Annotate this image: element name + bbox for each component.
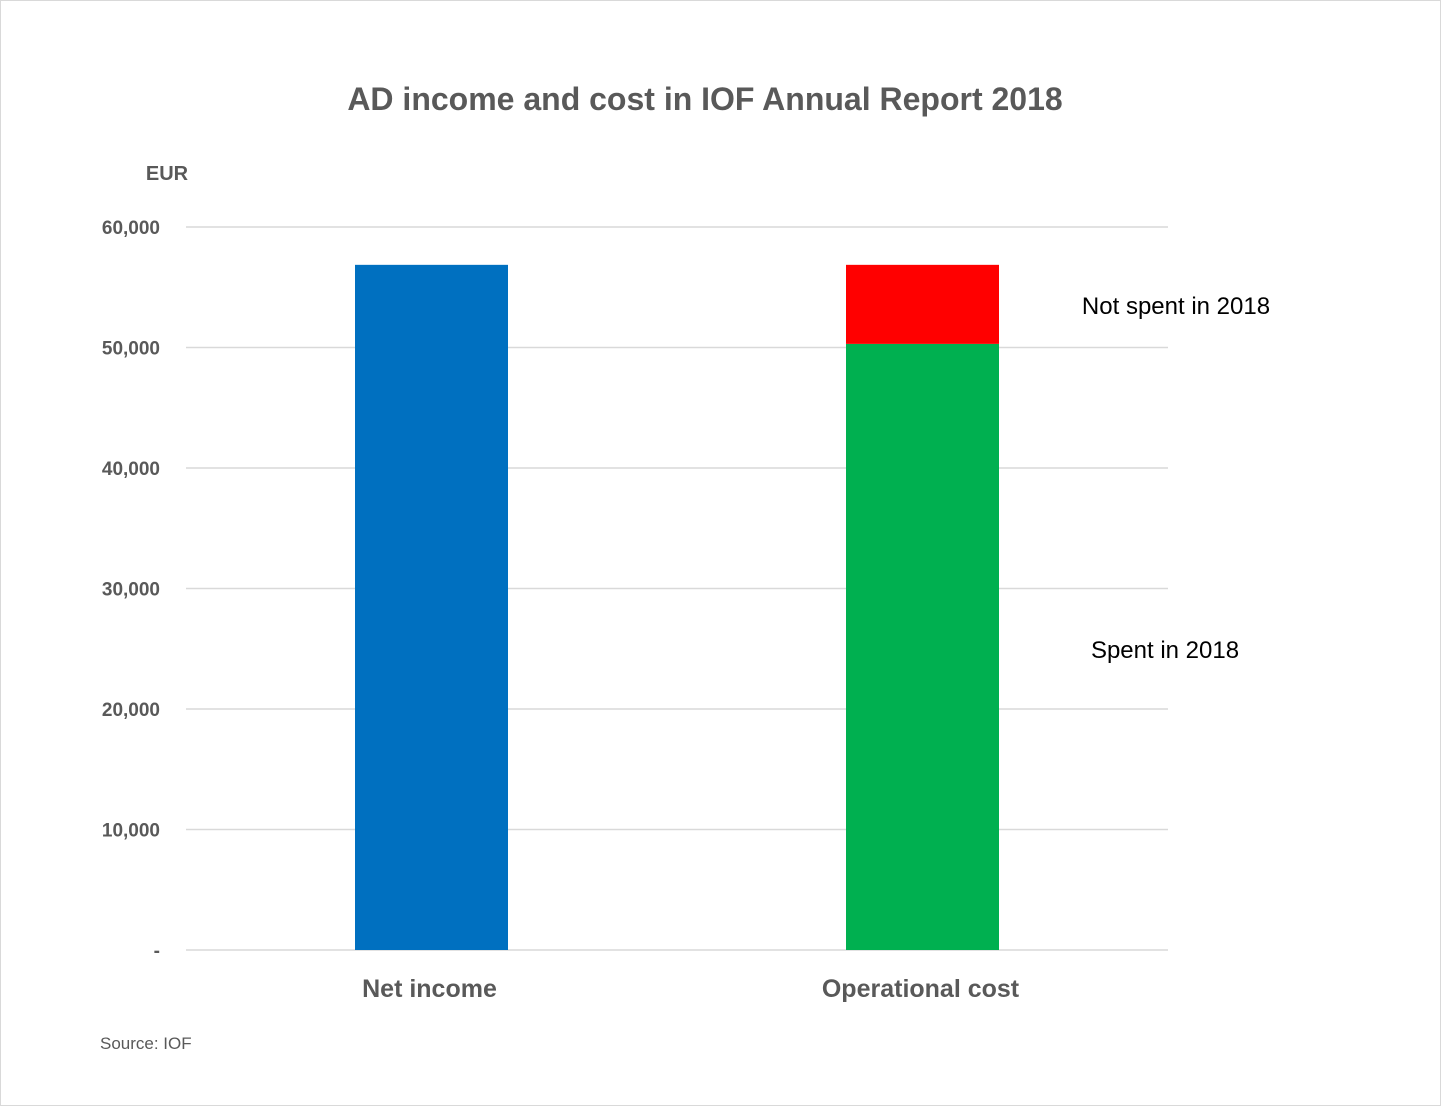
annotation-spent: Spent in 2018 — [1091, 637, 1239, 664]
y-tick-label: 50,000 — [102, 339, 160, 360]
bar-spent-1 — [846, 343, 999, 950]
x-tick-label: Net income — [362, 975, 497, 1003]
y-axis-label: EUR — [146, 163, 189, 185]
bar-net-0 — [355, 264, 508, 950]
y-tick-label: 40,000 — [102, 459, 160, 480]
y-tick-label: 60,000 — [102, 218, 160, 239]
y-tick-label: - — [154, 941, 160, 962]
x-tick-label: Operational cost — [822, 975, 1020, 1003]
bar-notspent-1 — [846, 264, 999, 344]
source-note: Source: IOF — [100, 1034, 192, 1053]
annotation-not-spent: Not spent in 2018 — [1082, 293, 1270, 320]
y-tick-label: 20,000 — [102, 700, 160, 721]
y-tick-label: 30,000 — [102, 580, 160, 601]
y-tick-label: 10,000 — [102, 821, 160, 842]
chart-title: AD income and cost in IOF Annual Report … — [347, 81, 1062, 117]
